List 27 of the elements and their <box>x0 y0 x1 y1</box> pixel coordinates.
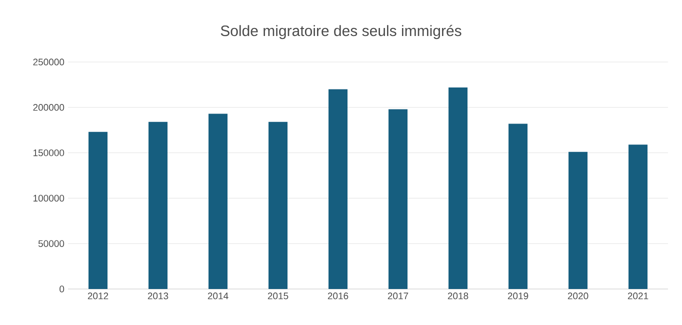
bar <box>628 144 648 289</box>
y-tick-label: 250000 <box>33 58 64 66</box>
y-tick-label: 0 <box>60 286 64 292</box>
bar <box>568 152 588 289</box>
y-tick-label: 150000 <box>33 149 64 156</box>
bar <box>148 122 168 289</box>
bar <box>208 114 228 289</box>
bar <box>328 89 348 289</box>
x-tick-label: 2014 <box>208 292 228 300</box>
x-tick-label: 2016 <box>328 292 348 300</box>
x-tick-label: 2015 <box>268 292 288 300</box>
y-tick-label: 50000 <box>38 240 64 247</box>
chart-title: Solde migratoire des seuls immigrés <box>220 24 462 40</box>
x-tick-label: 2013 <box>148 292 168 300</box>
y-tick-label: 200000 <box>33 104 64 111</box>
x-tick-label: 2018 <box>448 292 468 300</box>
x-tick-label: 2017 <box>388 292 408 300</box>
x-tick-label: 2019 <box>508 292 528 300</box>
x-tick-label: 2012 <box>88 292 108 300</box>
x-tick-label: 2021 <box>628 292 648 300</box>
bar <box>508 124 528 289</box>
bar <box>388 109 408 289</box>
y-tick-label: 100000 <box>33 194 64 202</box>
x-tick-label: 2020 <box>568 292 588 300</box>
bar <box>88 132 108 289</box>
bar <box>268 122 288 289</box>
bar <box>448 87 468 289</box>
